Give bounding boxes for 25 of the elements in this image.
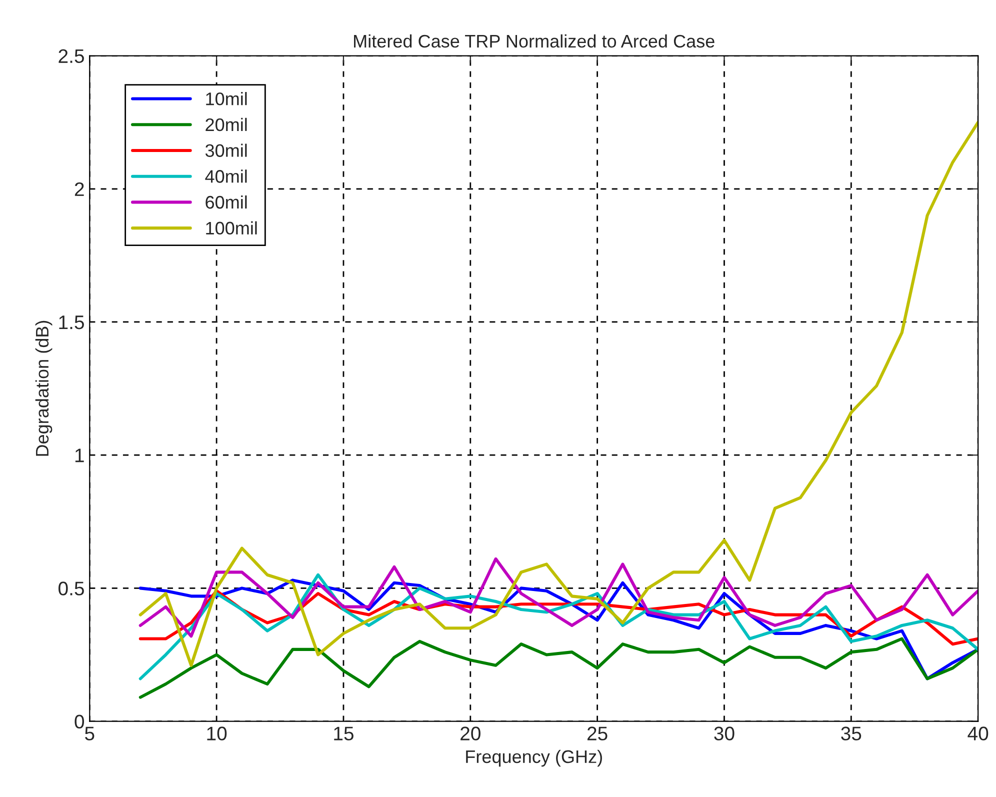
y-tick-label: 0 [74, 714, 84, 729]
x-axis-title: Frequency (GHz) [466, 750, 602, 767]
legend-label: 100mil [206, 221, 257, 235]
legend-label: 30mil [205, 144, 247, 157]
x-tick-label: 5 [85, 726, 94, 740]
line-series [138, 637, 978, 699]
y-tick-label: 1.5 [59, 316, 84, 330]
line-series [138, 557, 978, 638]
legend-label: 40mil [205, 170, 247, 183]
x-tick-label: 10 [207, 726, 227, 740]
y-tick-label: 0.5 [58, 582, 84, 596]
x-tick-label: 30 [714, 726, 734, 740]
legend-label: 20mil [206, 118, 247, 132]
y-tick-label: 1 [75, 448, 84, 462]
x-tick-label: 35 [841, 726, 862, 740]
legend-label: 10mil [206, 92, 247, 106]
legend-label: 60mil [206, 195, 247, 209]
y-axis-title: Degradation (dB) [35, 320, 52, 456]
y-tick-label: 2 [74, 182, 84, 196]
x-tick-label: 20 [460, 726, 480, 740]
chart-title: Mitered Case TRP Normalized to Arced Case [354, 34, 714, 48]
x-tick-label: 25 [587, 726, 608, 740]
x-tick-label: 40 [968, 726, 988, 740]
y-tick-label: 2.5 [58, 49, 84, 64]
x-tick-label: 15 [334, 726, 354, 740]
